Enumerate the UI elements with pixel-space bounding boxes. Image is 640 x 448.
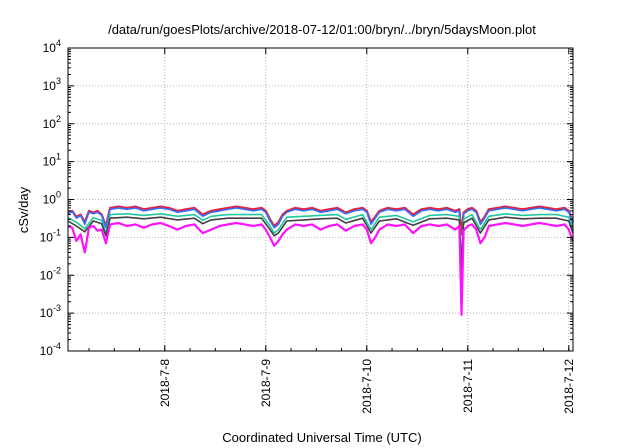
series-line-3 — [67, 213, 574, 265]
y-tick-label: 102 — [43, 114, 61, 131]
series-line-5 — [67, 221, 575, 316]
x-axis-label: Coordinated Universal Time (UTC) — [222, 430, 421, 445]
series-line-1 — [67, 205, 575, 236]
x-axis-ticks: 2018-7-8 2018-7-9 2018-7-10 2018-7-11 2018-7… — [88, 48, 576, 414]
series-line-2 — [67, 207, 574, 277]
y-tick-label: 10-2 — [40, 265, 61, 282]
x-tick-label: 2018-7-11 — [461, 359, 475, 413]
y-axis-ticks: 10-4 10-3 10-2 10-1 100 101 102 103 104 — [40, 38, 573, 358]
y-tick-label: 10-4 — [40, 341, 61, 358]
y-tick-label: 10-1 — [40, 227, 61, 244]
x-tick-label: 2018-7-12 — [562, 359, 576, 414]
y-tick-label: 101 — [43, 152, 61, 169]
grid-lines — [68, 48, 573, 351]
series-lines — [67, 205, 575, 316]
y-axis-label: cSv/day — [16, 186, 31, 233]
y-tick-label: 10-3 — [40, 303, 61, 320]
series-line-4 — [67, 216, 574, 270]
y-tick-label: 104 — [43, 38, 61, 55]
x-tick-label: 2018-7-8 — [158, 359, 172, 407]
chart-title: /data/run/goesPlots/archive/2018-07-12/0… — [108, 22, 536, 37]
x-tick-label: 2018-7-10 — [360, 359, 374, 414]
y-tick-label: 103 — [43, 76, 61, 93]
y-tick-label: 100 — [43, 190, 61, 207]
x-tick-label: 2018-7-9 — [259, 359, 273, 407]
